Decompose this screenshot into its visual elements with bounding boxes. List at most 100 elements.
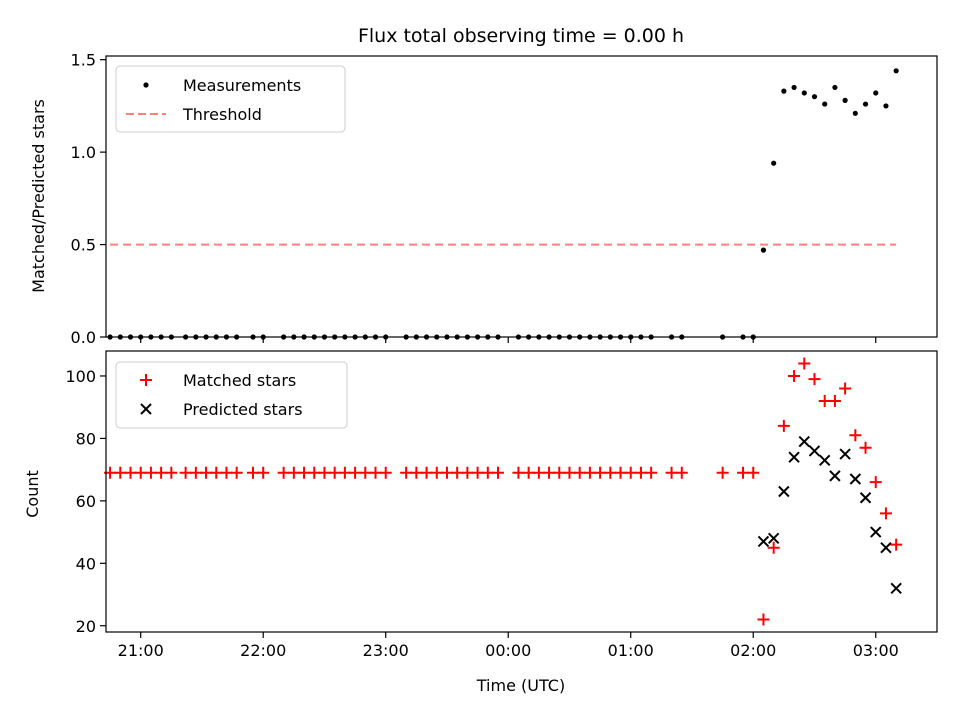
matched-star-point: [594, 466, 607, 479]
legend-matched-marker: [140, 374, 152, 386]
bottom-marks: [104, 357, 903, 626]
matched-star-point: [461, 466, 474, 479]
bottom-y-axis: 20 40 60 80 100: [65, 367, 106, 636]
bottom-x-axis-label: Time (UTC): [476, 676, 565, 695]
predicted-star-point: [798, 435, 810, 448]
matched-star-point: [553, 466, 566, 479]
matched-star-point: [349, 466, 362, 479]
matched-star-point: [859, 441, 872, 454]
matched-star-point: [777, 419, 790, 432]
measurement-point: [862, 101, 869, 107]
matched-star-point: [165, 466, 178, 479]
matched-star-point: [879, 507, 892, 520]
measurement-point: [771, 160, 777, 166]
y-tick-label: 40: [76, 554, 96, 573]
matched-star-point: [604, 466, 617, 479]
matched-star-point: [716, 466, 729, 479]
measurement-point: [873, 90, 879, 96]
matched-star-point: [155, 466, 168, 479]
matched-star-point: [124, 466, 137, 479]
matched-star-point: [890, 538, 903, 551]
matched-star-point: [828, 394, 841, 407]
matched-star-point: [798, 357, 811, 370]
predicted-star-point: [757, 535, 770, 548]
matched-star-point: [757, 613, 770, 626]
matched-star-point: [808, 373, 821, 386]
matched-star-point: [230, 466, 243, 479]
matched-star-point: [420, 466, 433, 479]
x-tick-label: 02:00: [730, 641, 776, 660]
y-tick-label: 60: [76, 492, 96, 511]
matched-star-point: [737, 466, 750, 479]
matched-star-point: [318, 466, 331, 479]
matched-star-point: [210, 466, 223, 479]
predicted-star-point: [870, 526, 882, 538]
predicted-star-point: [880, 541, 892, 554]
matched-star-point: [634, 466, 647, 479]
bottom-x-axis: 21:00 22:00 23:00 00:00 01:00 02:00 03:00: [118, 632, 899, 660]
legend-matched-label: Matched stars: [183, 371, 296, 390]
measurement-point: [760, 247, 767, 253]
top-y-axis-label: Matched/Predicted stars: [29, 99, 48, 293]
matched-star-point: [818, 394, 831, 407]
predicted-star-point: [808, 445, 821, 457]
matched-star-point: [179, 466, 192, 479]
matched-star-point: [788, 369, 801, 382]
matched-star-point: [379, 466, 392, 479]
top-panel: Flux total observing time = 0.00 h 0.00.…: [29, 25, 938, 347]
matched-star-point: [369, 466, 382, 479]
matched-star-point: [624, 466, 637, 479]
predicted-star-point: [890, 582, 902, 594]
matched-star-point: [614, 466, 627, 479]
matched-star-point: [114, 466, 127, 479]
top-legend: Measurements Threshold: [115, 65, 346, 133]
matched-star-point: [144, 466, 157, 479]
matched-star-point: [747, 466, 760, 479]
matched-star-point: [200, 466, 213, 479]
predicted-star-point: [859, 492, 872, 504]
matched-star-point: [492, 466, 505, 479]
matched-star-point: [481, 466, 494, 479]
matched-star-point: [247, 466, 260, 479]
predicted-star-point: [849, 473, 862, 485]
top-marks: [107, 68, 899, 340]
matched-star-point: [430, 466, 443, 479]
matched-star-point: [512, 466, 525, 479]
legend-predicted-marker: [140, 403, 152, 415]
top-y-axis: 0.0 0.5 1.0 1.5: [71, 51, 106, 347]
matched-star-point: [257, 466, 270, 479]
matched-star-point: [400, 466, 413, 479]
measurement-point: [822, 101, 828, 107]
measurement-point: [883, 103, 889, 109]
y-tick-label: 0.5: [71, 236, 96, 255]
matched-star-point: [134, 466, 147, 479]
top-plot-frame: [105, 55, 938, 338]
measurement-point: [832, 84, 838, 91]
matched-star-point: [583, 466, 596, 479]
x-tick-label: 03:00: [853, 641, 899, 660]
matched-star-point: [410, 466, 423, 479]
predicted-star-point: [839, 448, 851, 460]
measurement-point: [781, 88, 787, 94]
matched-star-point: [338, 466, 351, 479]
legend-measurements-label: Measurements: [183, 76, 301, 95]
x-tick-label: 00:00: [485, 641, 531, 660]
measurement-point: [801, 90, 807, 96]
legend-measurements-marker: [143, 82, 149, 88]
predicted-star-point: [767, 532, 780, 545]
matched-star-point: [645, 466, 658, 479]
bottom-y-axis-label: Count: [23, 470, 42, 518]
matched-star-point: [220, 466, 233, 479]
matched-star-point: [359, 466, 372, 479]
measurement-point: [893, 68, 899, 74]
predicted-star-point: [788, 451, 800, 463]
measurement-point: [811, 94, 818, 100]
top-x-ticks: [140, 337, 877, 343]
y-tick-label: 1.0: [71, 143, 96, 162]
y-tick-label: 100: [65, 367, 96, 386]
matched-star-point: [573, 466, 586, 479]
bottom-legend-box: [115, 361, 348, 429]
matched-star-point: [665, 466, 678, 479]
y-tick-label: 1.5: [71, 51, 96, 70]
